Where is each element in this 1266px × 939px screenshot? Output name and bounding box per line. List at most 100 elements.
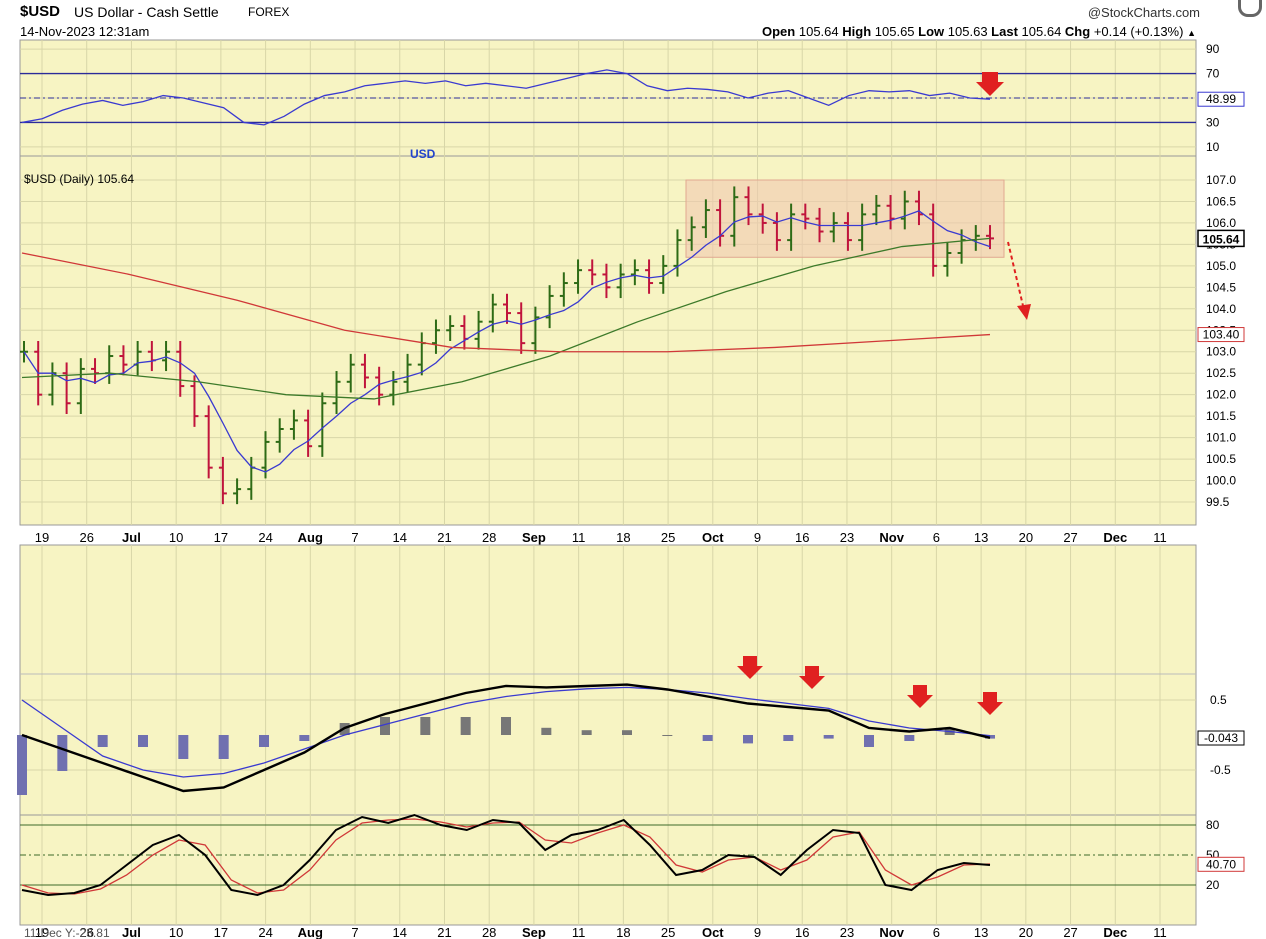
x-tick-label: 7 [351, 530, 358, 545]
x-tick-label-bottom: 13 [974, 925, 988, 939]
macd-histogram-bar [541, 727, 552, 735]
x-tick-label-bottom: 20 [1019, 925, 1033, 939]
rsi-value-label: 48.99 [1206, 92, 1236, 106]
macd-histogram-bar [783, 735, 794, 741]
x-tick-label-bottom: 19 [35, 925, 49, 939]
macd-histogram-bar [622, 730, 632, 735]
x-tick-label-bottom: 18 [616, 925, 630, 939]
x-tick-label: 9 [754, 530, 761, 545]
x-tick-label: 27 [1063, 530, 1077, 545]
x-tick-label: 28 [482, 530, 496, 545]
ma-value-label: 103.40 [1203, 328, 1240, 342]
price-tick-label: 104.0 [1206, 302, 1236, 316]
x-tick-label-bottom: 10 [169, 925, 183, 939]
rsi-value-box [1197, 91, 1245, 107]
price-tick-label: 102.5 [1206, 366, 1236, 380]
usd-annotation: USD [410, 147, 436, 161]
price-tick-label: 101.0 [1206, 431, 1236, 445]
macd-histogram-bar [864, 735, 874, 747]
x-tick-label-bottom: 11 [572, 925, 586, 939]
open-value: 105.64 [798, 24, 839, 39]
watermark: @StockCharts.com [1087, 5, 1200, 20]
x-tick-label: 19 [35, 530, 49, 545]
high-value: 105.65 [874, 24, 915, 39]
x-tick-label: 11 [572, 530, 586, 545]
low-value: 105.63 [947, 24, 988, 39]
stoch-k-line [21, 813, 991, 897]
macd-histogram-bar [460, 717, 471, 735]
down-arrow-icon [977, 692, 1003, 715]
consolidation-box [685, 179, 1005, 258]
x-tick-label: 20 [1019, 530, 1033, 545]
macd-histogram-bar [501, 717, 511, 735]
projection-arrowhead [1017, 304, 1031, 320]
x-tick-label: Nov [879, 530, 904, 545]
price-legend: $USD (Daily) 105.64 [24, 172, 134, 186]
macd-histogram-bar [97, 735, 108, 747]
x-tick-label: 13 [974, 530, 988, 545]
x-tick-label-bottom: 26 [79, 925, 93, 939]
x-tick-label-bottom: 25 [661, 925, 675, 939]
x-tick-label: 21 [437, 530, 451, 545]
ma-short-line [23, 210, 991, 473]
x-tick-label-bottom: Dec [1103, 925, 1127, 939]
down-arrow-icon [907, 685, 933, 708]
macd-line [21, 683, 991, 793]
x-tick-label: 26 [79, 530, 93, 545]
open-label: Open [762, 24, 796, 39]
macd-histogram-bar [259, 735, 269, 747]
cursor-readout: 11-Dec Y:-23.81 [24, 926, 110, 939]
last-value: 105.64 [1021, 24, 1062, 39]
rsi-tick-label: 30 [1206, 115, 1220, 129]
x-tick-label: Dec [1103, 530, 1127, 545]
x-tick-label: 11 [1153, 530, 1167, 545]
x-tick-label: 6 [933, 530, 940, 545]
x-tick-label: Oct [702, 530, 724, 545]
macd-histogram-bar [138, 735, 148, 747]
x-tick-label-bottom: 6 [933, 925, 940, 939]
chg-value: +0.14 (+0.13%) [1093, 24, 1184, 39]
x-tick-label-bottom: 27 [1063, 925, 1077, 939]
macd-value-label: -0.043 [1204, 731, 1238, 745]
x-tick-label: 10 [169, 530, 183, 545]
low-label: Low [918, 24, 945, 39]
x-tick-label-bottom: 11 [1153, 925, 1167, 939]
macd-histogram-bar [823, 735, 834, 739]
down-arrow-icon [737, 656, 763, 679]
macd-histogram-bar [57, 735, 68, 771]
macd-histogram-bar [904, 735, 915, 741]
x-tick-label-bottom: Sep [522, 925, 546, 939]
x-tick-label-bottom: 17 [214, 925, 228, 939]
down-arrow-icon [799, 666, 825, 689]
x-tick-label: 25 [661, 530, 675, 545]
macd-tick-label: -0.5 [1210, 763, 1231, 777]
x-tick-label-bottom: 16 [795, 925, 809, 939]
stoch-panel-background [19, 814, 1197, 926]
chart-datetime: 14-Nov-2023 12:31am [20, 24, 150, 39]
ticker-symbol: $USD [20, 3, 61, 20]
x-tick-label: 24 [258, 530, 272, 545]
corner-menu-icon[interactable] [1238, 0, 1262, 17]
macd-value-box [1197, 730, 1245, 746]
up-arrow-icon: ▲ [1187, 28, 1196, 38]
price-tick-label: 106.0 [1206, 216, 1236, 230]
x-tick-label: Sep [522, 530, 546, 545]
x-tick-label-bottom: 14 [393, 925, 407, 939]
macd-histogram-bar [299, 735, 310, 741]
price-tick-label: 100.5 [1206, 452, 1236, 466]
x-tick-label: Aug [298, 530, 323, 545]
price-tick-label: 106.5 [1206, 194, 1236, 208]
rsi-tick-label: 90 [1206, 42, 1220, 56]
stoch-tick-label: 20 [1206, 878, 1220, 892]
price-tick-label: 104.5 [1206, 280, 1236, 294]
macd-histogram-bar [743, 735, 753, 744]
ma-50-line [21, 237, 991, 400]
macd-histogram-bar [662, 735, 673, 736]
last-label: Last [991, 24, 1018, 39]
macd-histogram-bar [420, 717, 431, 735]
ma-value-box [1197, 327, 1245, 343]
macd-histogram-bar [218, 735, 229, 759]
x-tick-label-bottom: Jul [122, 925, 141, 939]
x-tick-label-bottom: Nov [879, 925, 904, 939]
x-tick-label-bottom: 9 [754, 925, 761, 939]
